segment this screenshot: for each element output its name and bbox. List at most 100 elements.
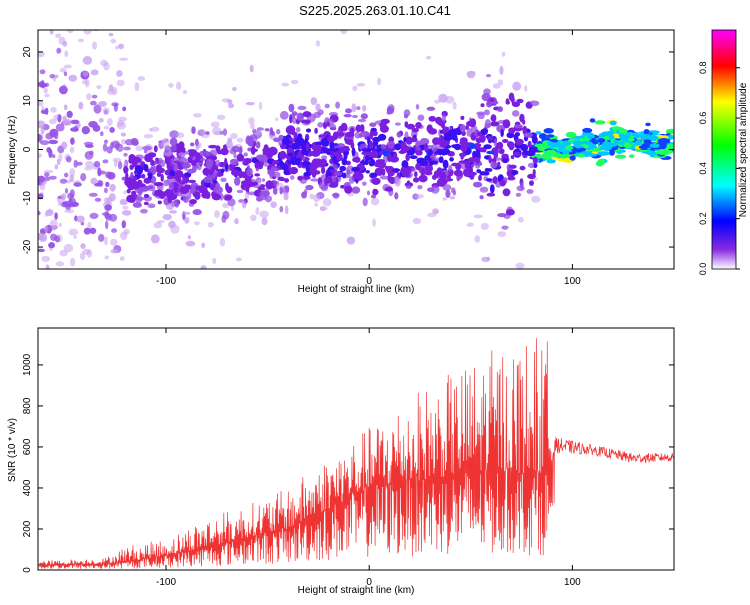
spectrogram-cell (315, 103, 321, 112)
spectrogram-cell (346, 169, 350, 175)
spectrogram-cell (565, 131, 577, 138)
spectrogram-cell (109, 183, 116, 192)
spectrogram-cell (448, 164, 453, 172)
spectrogram-cell (132, 202, 142, 208)
spectrogram-cell (55, 33, 62, 38)
spectrogram-cell (141, 186, 151, 192)
spectrogram-cell (215, 159, 221, 167)
spectrogram-cell (119, 256, 125, 262)
spectrogram-cell (326, 121, 330, 127)
spectrogram-cell (215, 182, 220, 189)
spectrogram-cell (220, 177, 227, 182)
spectrogram-cell (303, 119, 311, 124)
spectrogram-cell (331, 175, 337, 183)
spectrogram-cell (108, 213, 118, 222)
spectrogram-cell (484, 109, 490, 116)
spectrogram-cell (104, 187, 108, 194)
spectrogram-cell (84, 308, 88, 314)
spectrogram-cell (232, 87, 237, 91)
spectrogram-cell (266, 153, 273, 159)
spectrogram-cell (147, 152, 157, 158)
spectrogram-cell (385, 166, 395, 174)
spectrogram-ytick-label: 20 (22, 46, 33, 58)
spectrogram-cell (403, 137, 407, 143)
spectrogram-cell (270, 201, 277, 208)
spectrogram-cell (205, 131, 210, 135)
spectrogram-cell (467, 142, 476, 150)
spectrogram-cell (541, 153, 552, 160)
spectrogram-cell (350, 127, 355, 135)
spectrogram-cell (305, 142, 310, 151)
spectrogram-cell (205, 191, 211, 200)
spectrogram-cell (291, 113, 295, 119)
spectrogram-cell (208, 144, 218, 149)
spectrogram-cell (564, 146, 574, 151)
spectrogram-cell (424, 143, 428, 153)
spectrogram-cell (69, 174, 74, 183)
spectrogram-cell (64, 50, 69, 58)
spectrogram-cell (459, 152, 467, 157)
spectrogram-cell (94, 182, 102, 187)
spectrogram-cell (39, 140, 50, 146)
spectrogram-cell (492, 176, 498, 184)
spectrogram-cell (601, 141, 613, 148)
spectrogram-cell (634, 140, 642, 146)
spectrogram-cell (249, 123, 255, 130)
spectrogram-cell (69, 146, 75, 154)
spectrogram-cell (502, 139, 509, 143)
spectrogram-cell (173, 186, 179, 193)
spectrogram-cell (166, 175, 175, 179)
spectrogram-cell (511, 110, 520, 117)
spectrogram-cell (433, 170, 440, 178)
spectrogram-cell (354, 131, 361, 139)
spectrogram-cell (137, 179, 143, 186)
spectrogram-cell (123, 152, 128, 157)
spectrogram-cell (44, 172, 50, 178)
spectrogram-cell (248, 117, 255, 125)
spectrogram-cell (131, 190, 137, 196)
spectrogram-cell (474, 143, 482, 148)
spectrogram-cell (501, 225, 509, 230)
spectrogram-cell (273, 137, 280, 143)
spectrogram-cell (442, 184, 452, 191)
spectrogram-cell (176, 132, 185, 139)
spectrogram-cell (55, 123, 65, 132)
spectrogram-cell (394, 177, 401, 187)
spectrogram-cell (303, 172, 312, 177)
spectrogram-cell (319, 158, 327, 166)
spectrogram-cell (412, 217, 422, 225)
spectrogram-cell (70, 119, 80, 125)
spectrogram-cell (290, 175, 295, 180)
spectrogram-cell (254, 161, 259, 169)
spectrogram-cell (285, 185, 290, 193)
spectrogram-cell (194, 191, 201, 200)
spectrogram-cell (515, 192, 522, 197)
spectrogram-cell (460, 142, 470, 149)
spectrogram-cell (46, 147, 52, 153)
spectrogram-cell (310, 97, 318, 105)
spectrogram-cell (164, 149, 169, 153)
spectrogram-cell (181, 162, 191, 169)
spectrogram-cell (41, 308, 49, 316)
spectrogram-cell (207, 222, 214, 228)
spectrogram-cell (116, 79, 125, 87)
spectrogram-cell (255, 141, 261, 149)
spectrogram-cell (106, 297, 111, 303)
spectrogram-cell (228, 103, 234, 109)
spectrogram-cell (466, 70, 476, 79)
spectrogram-cell (344, 152, 348, 160)
spectrogram-cell (82, 71, 89, 77)
spectrogram-cell (46, 13, 51, 21)
spectrogram-cell (346, 236, 356, 245)
spectrogram-cell (476, 169, 482, 174)
spectrogram-cell (62, 40, 68, 47)
spectrogram-cell (89, 212, 99, 219)
spectrogram-cell (68, 297, 74, 301)
spectrogram-cell (352, 114, 358, 119)
spectrogram-cell (386, 106, 395, 115)
spectrogram-cell (472, 150, 477, 159)
spectrogram-cell (38, 153, 42, 158)
spectrogram-cell (335, 101, 340, 109)
spectrogram-cell (332, 155, 337, 165)
